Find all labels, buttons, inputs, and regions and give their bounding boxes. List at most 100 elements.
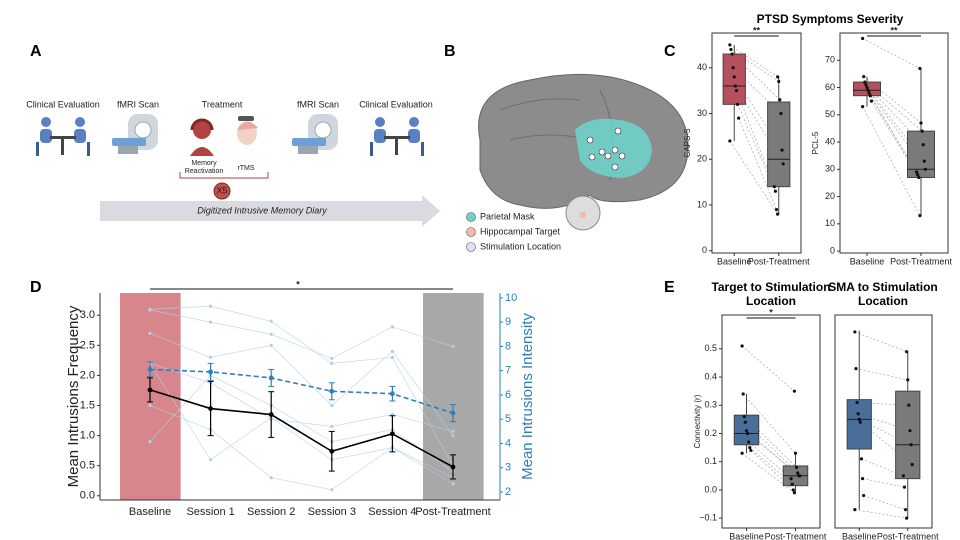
panel-label: D — [30, 279, 42, 296]
tick-label: −0.1 — [699, 513, 717, 523]
point — [741, 392, 745, 396]
box — [846, 399, 872, 450]
point — [209, 355, 213, 359]
point — [907, 403, 911, 407]
point — [728, 43, 732, 47]
panel-label: E — [664, 279, 675, 296]
point — [148, 403, 152, 408]
point — [148, 331, 152, 335]
point — [791, 488, 795, 492]
point — [905, 516, 909, 520]
sig-label: ** — [890, 25, 898, 35]
x-tick-label: Post-Treatment — [748, 256, 810, 266]
tick-label: 8 — [505, 340, 511, 352]
pair-line — [862, 38, 921, 69]
point — [148, 440, 152, 444]
point — [777, 79, 781, 84]
point — [268, 375, 274, 381]
point — [729, 47, 733, 52]
step-label: Clinical Evaluation — [359, 99, 433, 109]
point — [864, 83, 868, 87]
tick-label: 6 — [505, 389, 511, 401]
rtms-icon — [237, 116, 258, 145]
point — [781, 162, 785, 166]
point — [390, 431, 395, 437]
point — [853, 330, 857, 334]
point — [792, 491, 797, 495]
sig-label: ** — [753, 25, 761, 35]
point — [862, 493, 866, 498]
x-tick-label: Post-Treatment — [877, 531, 939, 540]
series-line — [149, 309, 454, 359]
point — [869, 99, 874, 103]
point — [329, 388, 335, 394]
tick-label: 7 — [505, 365, 511, 377]
tick-label: 5 — [505, 413, 511, 425]
point — [208, 406, 214, 411]
point — [780, 148, 784, 152]
point — [917, 175, 921, 180]
scanner-icon — [292, 114, 338, 154]
tick-label: 0.0 — [80, 490, 95, 502]
tick-label: 4 — [505, 437, 511, 449]
point — [918, 66, 922, 71]
plot-frame — [834, 314, 933, 529]
series-line — [149, 405, 454, 491]
y2-axis-title: Mean Intrusions Intensity — [519, 313, 536, 480]
point — [330, 361, 334, 366]
x-tick-label: Session 3 — [308, 506, 356, 518]
tick-label: 1.0 — [80, 430, 95, 442]
point — [330, 488, 334, 492]
point — [855, 400, 859, 405]
clinic-icon — [36, 117, 90, 156]
point — [861, 36, 865, 41]
point — [866, 88, 870, 92]
tick-label: 10 — [825, 218, 835, 228]
legend-label: Stimulation Location — [480, 241, 561, 251]
point — [450, 464, 456, 470]
point — [730, 52, 734, 56]
point — [746, 431, 750, 436]
pair-line — [860, 421, 913, 465]
point — [857, 417, 861, 421]
tick-label: 0.4 — [704, 371, 717, 381]
bracket — [179, 172, 269, 179]
point — [742, 414, 746, 419]
point — [905, 350, 909, 354]
pair-line — [855, 368, 908, 381]
point — [451, 344, 455, 348]
stimulation-points — [586, 127, 626, 171]
plot-frame — [839, 32, 949, 254]
legend-label: Parietal Mask — [480, 211, 535, 221]
tick-label: 20 — [697, 154, 707, 164]
tick-label: 0.2 — [704, 428, 717, 438]
panel-label: B — [444, 43, 456, 60]
point — [908, 429, 912, 433]
point — [858, 420, 862, 424]
point — [921, 143, 925, 147]
point — [789, 477, 793, 481]
tick-label: 3.0 — [80, 309, 95, 321]
point — [793, 451, 798, 455]
point — [329, 448, 335, 454]
step-label: fMRI Scan — [297, 99, 339, 109]
series-line — [149, 332, 454, 436]
point — [773, 189, 778, 193]
tick-label: 1.5 — [80, 399, 95, 411]
point — [859, 457, 864, 461]
point — [732, 75, 736, 79]
point — [854, 367, 858, 371]
x-tick-label: Post-Treatment — [890, 256, 952, 266]
point — [916, 173, 920, 177]
point — [734, 89, 739, 93]
point — [390, 412, 394, 416]
series-line — [149, 389, 454, 468]
pair-line — [863, 495, 906, 510]
box — [722, 53, 746, 105]
point — [903, 508, 908, 512]
point — [860, 477, 865, 481]
treatment-part: Memory Reactivation — [184, 160, 224, 175]
pair-line — [749, 447, 793, 485]
tick-label: 3 — [505, 462, 511, 474]
point — [269, 319, 273, 323]
